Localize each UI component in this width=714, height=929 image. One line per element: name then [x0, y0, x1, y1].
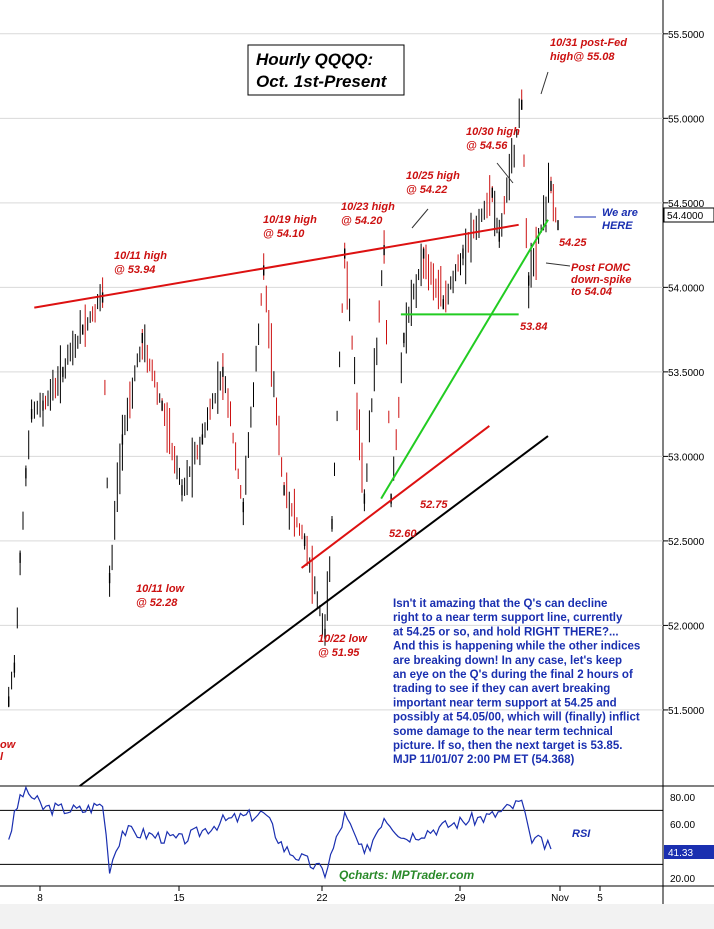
x-tick-label: 8 [37, 893, 43, 904]
date-strip [0, 904, 714, 929]
price-tick-label: 55.0000 [668, 114, 705, 125]
commentary-line: trading to see if they can avert breakin… [393, 683, 610, 695]
commentary-line: Isn't it amazing that the Q's can declin… [393, 598, 607, 610]
annotation-52-60: 52.60 [389, 528, 417, 540]
rsi-panel [0, 786, 663, 886]
rsi-series [8, 785, 552, 880]
commentary-line: possibly at 54.05/00, which will (finall… [393, 712, 640, 724]
price-tick-label: 55.5000 [668, 30, 705, 41]
rsi-label: RSI [572, 828, 591, 840]
annotation-clipped-left: ow l [0, 739, 17, 763]
annotation-10-11-high: 10/11 high @ 53.94 [114, 250, 167, 276]
resistance-trendline [34, 223, 519, 309]
annotation-52-75: 52.75 [420, 499, 448, 511]
x-tick-labels: 8 15 22 29 Nov 5 [37, 886, 603, 904]
rsi-tick-label: 80.00 [670, 793, 695, 804]
commentary-line: picture. If so, then the next target is … [393, 740, 622, 752]
rsi-line [8, 785, 552, 880]
x-tick-label: 5 [597, 893, 603, 904]
rsi-last-value: 41.33 [668, 848, 693, 859]
annotation-10-19-high: 10/19 high @ 54.10 [263, 214, 317, 240]
brand-label: Qcharts: MPTrader.com [339, 868, 474, 882]
annotation-pointers [411, 71, 571, 267]
commentary-line: important near term support at 54.25 and [393, 697, 617, 709]
annotation-10-25-high: 10/25 high @ 54.22 [406, 170, 460, 196]
commentary-line: are breaking down! In any case, let's ke… [393, 655, 622, 667]
we-are-here-callout: We are HERE [602, 207, 638, 232]
price-grid [0, 33, 668, 711]
annotation-10-22-low: 10/22 low @ 51.95 [318, 633, 368, 659]
rsi-tick-label: 60.00 [670, 820, 695, 831]
x-tick-label: 29 [454, 893, 466, 904]
last-price-badge [663, 207, 714, 223]
annotation-53-84: 53.84 [520, 321, 548, 333]
x-tick-label: 15 [173, 893, 185, 904]
commentary-line: MJP 11/01/07 2:00 PM ET (54.368) [393, 754, 575, 766]
commentary-line: an eye on the Q's during the final 2 hou… [393, 669, 633, 681]
chart-title-line-1: Hourly QQQQ: [256, 50, 373, 69]
annotation-10-30-high: 10/30 high @ 54.56 [466, 126, 520, 152]
long-term-support-trendline [79, 435, 549, 787]
commentary-line: some damage to the near term technical [393, 726, 613, 738]
title-box [247, 44, 405, 96]
price-tick-label: 51.5000 [668, 706, 705, 717]
support-trendline-red [300, 425, 490, 569]
commentary-line: at 54.25 or so, and hold RIGHT THERE?... [393, 626, 619, 638]
price-bars [7, 89, 559, 708]
chart-title-line-2: Oct. 1st-Present [256, 72, 388, 91]
annotation-10-23-high: 10/23 high @ 54.20 [341, 201, 395, 227]
rsi-tick-label: 20.00 [670, 874, 695, 885]
x-tick-label: Nov [551, 893, 569, 904]
price-tick-label: 54.0000 [668, 283, 705, 294]
rsi-grid [0, 809, 663, 865]
annotation-10-11-low: 10/11 low @ 52.28 [136, 583, 186, 609]
trendlines [34, 219, 549, 787]
annotation-post-fomc: Post FOMC down-spike to 54.04 [571, 262, 632, 298]
price-panel [0, 0, 663, 786]
x-tick-label: 22 [316, 893, 328, 904]
annotation-54-25: 54.25 [559, 237, 587, 249]
last-price-value: 54.4000 [667, 211, 704, 222]
rsi-last-badge [664, 845, 714, 859]
annotation-10-31-post-fed-high: 10/31 post-Fed high@ 55.08 [550, 37, 627, 63]
price-tick-label: 52.0000 [668, 621, 705, 632]
commentary-line: And this is happening while the other in… [393, 641, 640, 653]
support-trendline-green [380, 219, 549, 500]
price-tick-label: 52.5000 [668, 537, 705, 548]
price-tick-label: 53.5000 [668, 368, 705, 379]
price-tick-label: 53.0000 [668, 452, 705, 463]
commentary-line: right to a near term support line, curre… [393, 612, 623, 624]
price-tick-labels: 55.5000 55.0000 54.5000 54.0000 53.5000 53.00… [668, 30, 705, 717]
commentary: Isn't it amazing that the Q's can declin… [393, 598, 640, 766]
price-tick-label: 54.5000 [668, 199, 705, 210]
